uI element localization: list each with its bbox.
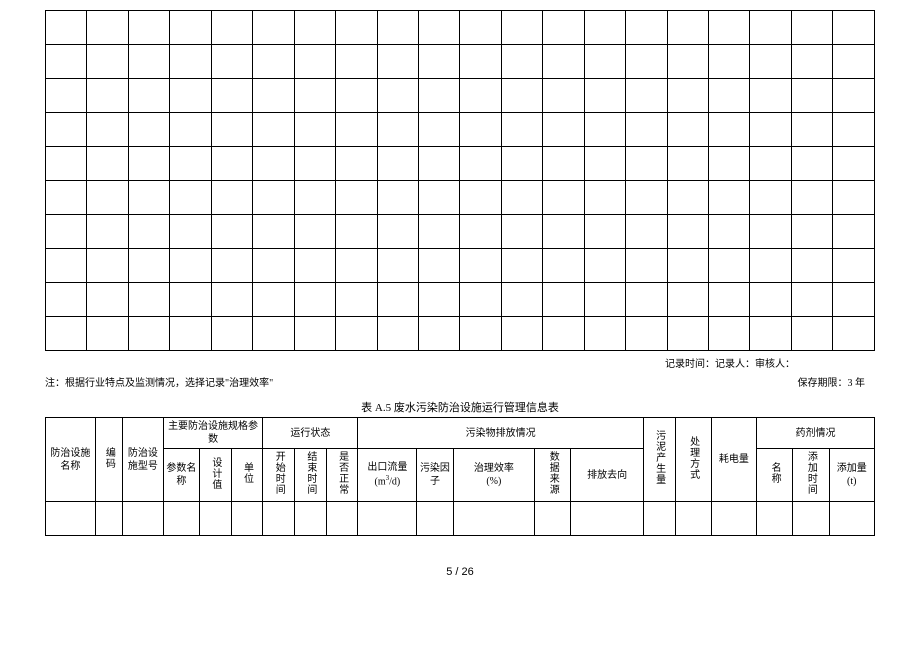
record-signature-line: 记录时间：记录人：审核人： bbox=[45, 355, 875, 370]
grid-body bbox=[46, 11, 875, 351]
empty-data-grid bbox=[45, 10, 875, 351]
hdr-factor: 污染因子 bbox=[417, 449, 453, 502]
hdr-spec-group: 主要防治设施规格参数 bbox=[163, 418, 263, 449]
hdr-run-group: 运行状态 bbox=[263, 418, 358, 449]
hdr-sludge: 污泥产生量 bbox=[643, 418, 675, 502]
table-row bbox=[46, 502, 875, 536]
header-row-1: 防治设施名称 编码 防治设施型号 主要防治设施规格参数 运行状态 污染物排放情况… bbox=[46, 418, 875, 449]
hdr-pollute-group: 污染物排放情况 bbox=[358, 418, 643, 449]
hdr-model: 防治设施型号 bbox=[123, 418, 164, 502]
record-signature-text: 记录时间：记录人：审核人： bbox=[665, 359, 795, 370]
hdr-unit: 单位 bbox=[231, 449, 263, 502]
hdr-reagent-time: 添加时间 bbox=[793, 449, 829, 502]
table-row bbox=[46, 79, 875, 113]
hdr-start-time: 开始时间 bbox=[263, 449, 295, 502]
table-row bbox=[46, 317, 875, 351]
hdr-design-val: 设计值 bbox=[200, 449, 232, 502]
hdr-end-time: 结束时间 bbox=[295, 449, 327, 502]
table-row bbox=[46, 249, 875, 283]
table-row bbox=[46, 181, 875, 215]
footnote-text: 注：根据行业特点及监测情况，选择记录"治理效率" bbox=[45, 374, 273, 389]
table-row bbox=[46, 283, 875, 317]
table-row bbox=[46, 11, 875, 45]
hdr-treat: 处理方式 bbox=[675, 418, 711, 502]
hdr-source: 数据来源 bbox=[535, 449, 571, 502]
table-title: 表 A.5 废水污染防治设施运行管理信息表 bbox=[45, 399, 875, 415]
hdr-power: 耗电量 bbox=[711, 418, 756, 502]
table-row bbox=[46, 45, 875, 79]
page-number: 5 / 26 bbox=[45, 566, 875, 578]
table-a5: 防治设施名称 编码 防治设施型号 主要防治设施规格参数 运行状态 污染物排放情况… bbox=[45, 417, 875, 536]
hdr-param-name: 参数名称 bbox=[163, 449, 199, 502]
table-row bbox=[46, 113, 875, 147]
table-row bbox=[46, 215, 875, 249]
note-row: 注：根据行业特点及监测情况，选择记录"治理效率" 保存期限：3 年 bbox=[45, 374, 875, 389]
retention-text: 保存期限：3 年 bbox=[798, 374, 876, 389]
hdr-code: 编码 bbox=[95, 418, 122, 502]
hdr-efficiency: 治理效率 (%) bbox=[453, 449, 535, 502]
hdr-reagent-group: 药剂情况 bbox=[757, 418, 875, 449]
hdr-reagent-qty: 添加量 (t) bbox=[829, 449, 874, 502]
hdr-facility-name: 防治设施名称 bbox=[46, 418, 96, 502]
table-row bbox=[46, 147, 875, 181]
hdr-normal: 是否正常 bbox=[326, 449, 358, 502]
hdr-dest: 排放去向 bbox=[571, 449, 643, 502]
hdr-outflow: 出口流量 (m3/d) bbox=[358, 449, 417, 502]
hdr-reagent-name: 名称 bbox=[757, 449, 793, 502]
